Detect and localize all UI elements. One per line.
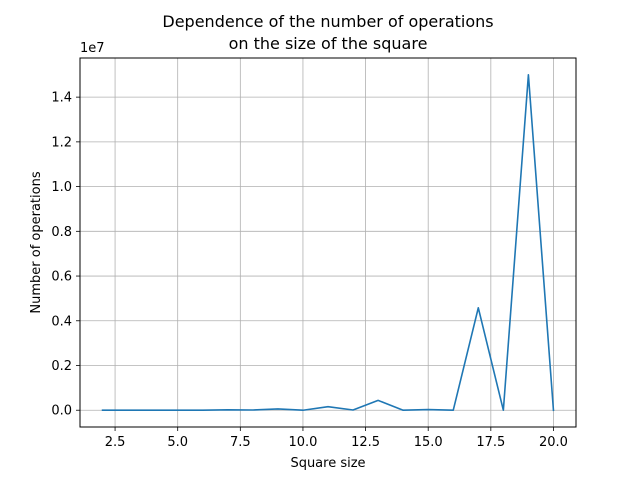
y-tick-label: 0.0 bbox=[51, 404, 72, 419]
y-tick-label: 0.4 bbox=[51, 314, 72, 329]
x-tick-label: 15.0 bbox=[414, 435, 443, 450]
y-axis-label: Number of operations bbox=[29, 171, 44, 313]
y-tick-label: 0.8 bbox=[51, 225, 72, 240]
y-tick-label: 1.4 bbox=[51, 91, 72, 106]
plot-lines bbox=[101, 73, 555, 412]
ticks: 2.5 5.0 7.5 10.0 12.5 15.0 17.5 20.0 0.0 0.2 0.4 0.… bbox=[51, 91, 568, 450]
x-tick-label: 7.5 bbox=[230, 435, 251, 450]
chart-title-line-2: on the size of the square bbox=[229, 34, 428, 53]
x-tick-label: 10.0 bbox=[288, 435, 317, 450]
x-tick-label: 12.5 bbox=[351, 435, 380, 450]
y-tick-label: 0.6 bbox=[51, 270, 72, 285]
plot-frame bbox=[79, 57, 577, 428]
chart-title-line-1: Dependence of the number of operations bbox=[162, 12, 493, 31]
y-tick-label: 1.2 bbox=[51, 135, 72, 150]
y-axis-offset-label: 1e7 bbox=[80, 41, 105, 56]
x-tick-label: 2.5 bbox=[105, 435, 126, 450]
y-tick-label: 1.0 bbox=[51, 180, 72, 195]
x-tick-label: 20.0 bbox=[539, 435, 568, 450]
x-tick-label: 5.0 bbox=[167, 435, 188, 450]
x-tick-label: 17.5 bbox=[476, 435, 505, 450]
x-axis-label: Square size bbox=[290, 456, 365, 471]
y-tick-label: 0.2 bbox=[51, 359, 72, 374]
series-line bbox=[101, 73, 555, 412]
